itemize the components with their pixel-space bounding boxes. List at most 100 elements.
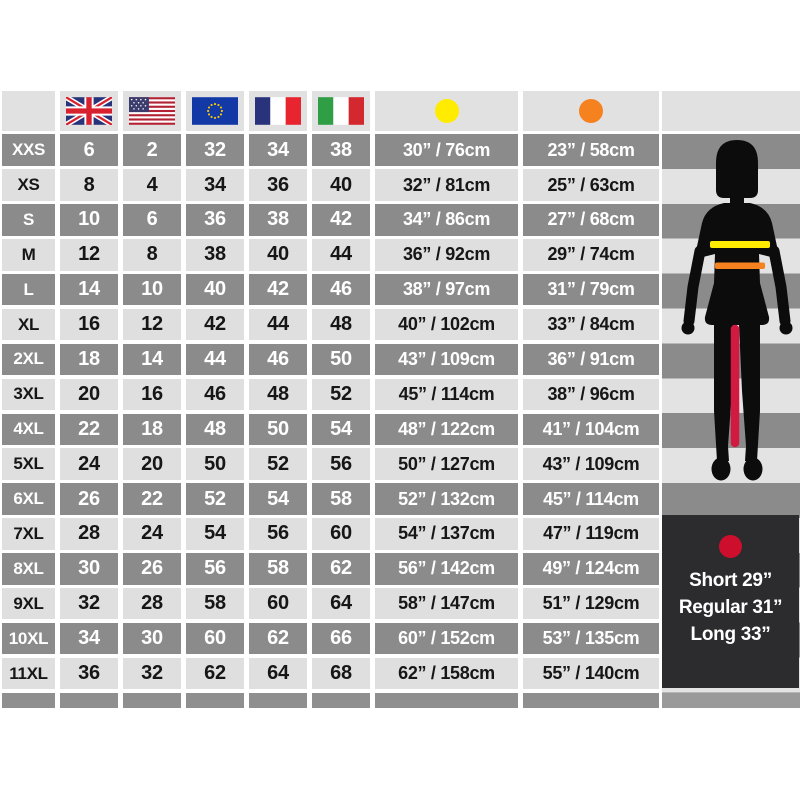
eu-size-cell: 40 <box>186 273 244 306</box>
flag-france-icon <box>255 97 301 125</box>
size-label-cell: 11XL <box>2 657 55 690</box>
fr-size-cell: 40 <box>249 239 307 271</box>
stub-cell <box>2 692 55 708</box>
header-size-blank <box>2 91 55 131</box>
it-size-cell: 64 <box>312 587 370 620</box>
size-label-cell: 2XL <box>2 343 55 376</box>
size-label-cell: 7XL <box>2 518 55 550</box>
uk-size-cell: 26 <box>60 483 118 515</box>
us-size-cell: 6 <box>123 204 181 236</box>
it-size-cell: 40 <box>312 169 370 201</box>
it-size-cell: 42 <box>312 204 370 236</box>
size-label-cell: XS <box>2 169 55 201</box>
chest-measure-cell: 50” / 127cm <box>375 448 518 480</box>
chest-measure-cell: 30” / 76cm <box>375 134 518 166</box>
chest-line-marker <box>710 241 770 248</box>
panel-header <box>662 91 800 131</box>
waist-measure-cell: 53” / 135cm <box>523 622 659 655</box>
panel-stub <box>662 692 800 708</box>
it-size-cell: 44 <box>312 239 370 271</box>
waist-measure-cell: 47” / 119cm <box>523 518 659 550</box>
it-size-cell: 62 <box>312 553 370 585</box>
header-eu <box>186 91 244 131</box>
uk-size-cell: 8 <box>60 169 118 201</box>
flag-eu-icon <box>192 97 238 125</box>
chest-measure-cell: 62” / 158cm <box>375 657 518 690</box>
us-size-cell: 22 <box>123 483 181 515</box>
waist-measure-cell: 49” / 124cm <box>523 553 659 585</box>
header-chest <box>375 91 518 131</box>
it-size-cell: 48 <box>312 308 370 341</box>
fr-size-cell: 52 <box>249 448 307 480</box>
eu-size-cell: 36 <box>186 204 244 236</box>
it-size-cell: 54 <box>312 413 370 446</box>
size-label-cell: 4XL <box>2 413 55 446</box>
waist-measure-cell: 51” / 129cm <box>523 587 659 620</box>
leg-length-long: Long 33” <box>690 624 771 645</box>
waist-orange-dot-icon <box>579 99 603 123</box>
it-size-cell: 38 <box>312 134 370 166</box>
it-size-cell: 52 <box>312 378 370 411</box>
header-uk <box>60 91 118 131</box>
us-size-cell: 18 <box>123 413 181 446</box>
waist-measure-cell: 33” / 84cm <box>523 308 659 341</box>
stub-cell <box>123 692 181 708</box>
fr-size-cell: 50 <box>249 413 307 446</box>
eu-size-cell: 62 <box>186 657 244 690</box>
size-label-cell: 9XL <box>2 587 55 620</box>
us-size-cell: 2 <box>123 134 181 166</box>
fr-size-cell: 38 <box>249 204 307 236</box>
chest-yellow-dot-icon <box>434 99 459 123</box>
uk-size-cell: 32 <box>60 587 118 620</box>
size-table: XXS 6 2 32 34 38 30” / 76cm 23” / 58cm X… <box>2 91 659 708</box>
chest-measure-cell: 54” / 137cm <box>375 518 518 550</box>
size-label-cell: 3XL <box>2 378 55 411</box>
uk-size-cell: 16 <box>60 308 118 341</box>
us-size-cell: 16 <box>123 378 181 411</box>
uk-size-cell: 30 <box>60 553 118 585</box>
fr-size-cell: 48 <box>249 378 307 411</box>
chest-measure-cell: 60” / 152cm <box>375 622 518 655</box>
header-france <box>249 91 307 131</box>
uk-size-cell: 24 <box>60 448 118 480</box>
us-size-cell: 12 <box>123 308 181 341</box>
waist-measure-cell: 55” / 140cm <box>523 657 659 690</box>
eu-size-cell: 34 <box>186 169 244 201</box>
eu-size-cell: 38 <box>186 239 244 271</box>
it-size-cell: 50 <box>312 343 370 376</box>
header-waist <box>523 91 659 131</box>
waist-line-marker <box>715 262 765 269</box>
waist-measure-cell: 29” / 74cm <box>523 239 659 271</box>
size-label-cell: 8XL <box>2 553 55 585</box>
waist-measure-cell: 25” / 63cm <box>523 169 659 201</box>
stub-cell <box>375 692 518 708</box>
it-size-cell: 58 <box>312 483 370 515</box>
size-label-cell: L <box>2 273 55 306</box>
fr-size-cell: 34 <box>249 134 307 166</box>
eu-size-cell: 50 <box>186 448 244 480</box>
fr-size-cell: 58 <box>249 553 307 585</box>
fr-size-cell: 60 <box>249 587 307 620</box>
fr-size-cell: 64 <box>249 657 307 690</box>
size-label-cell: 6XL <box>2 483 55 515</box>
leg-length-regular: Regular 31” <box>678 597 783 618</box>
uk-size-cell: 18 <box>60 343 118 376</box>
chest-measure-cell: 36” / 92cm <box>375 239 518 271</box>
size-label-cell: 5XL <box>2 448 55 480</box>
eu-size-cell: 46 <box>186 378 244 411</box>
chest-measure-cell: 48” / 122cm <box>375 413 518 446</box>
size-label-cell: S <box>2 204 55 236</box>
stub-cell <box>60 692 118 708</box>
us-size-cell: 32 <box>123 657 181 690</box>
stub-cell <box>312 692 370 708</box>
chest-measure-cell: 43” / 109cm <box>375 343 518 376</box>
flag-uk-icon <box>66 97 112 125</box>
stub-cell <box>523 692 659 708</box>
uk-size-cell: 6 <box>60 134 118 166</box>
waist-measure-cell: 31” / 79cm <box>523 273 659 306</box>
waist-measure-cell: 38” / 96cm <box>523 378 659 411</box>
waist-measure-cell: 43” / 109cm <box>523 448 659 480</box>
chest-measure-cell: 40” / 102cm <box>375 308 518 341</box>
uk-size-cell: 20 <box>60 378 118 411</box>
